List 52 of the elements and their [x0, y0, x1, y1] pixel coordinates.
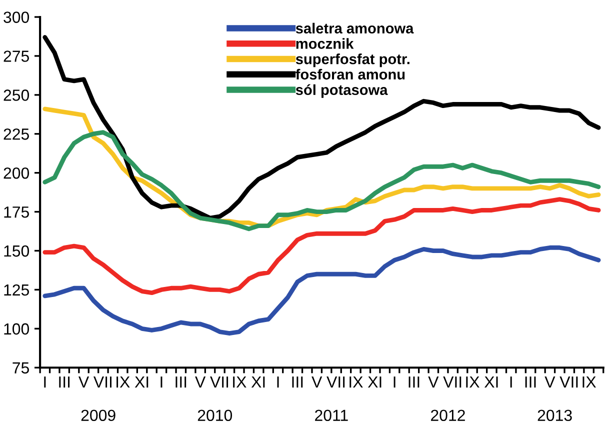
x-tick-label: I [44, 376, 46, 388]
y-tick-label: 175 [4, 206, 29, 218]
x-tick-label: IX [116, 376, 130, 388]
x-tick-label: VII [560, 376, 578, 388]
text: 2011 [315, 410, 348, 422]
x-tick-label: IX [350, 376, 363, 388]
x-tick-label: III [176, 376, 186, 388]
y-tick-label: 150 [4, 245, 30, 257]
legend-label: superfosfat potr. [296, 54, 410, 68]
x-tick-label: V [78, 376, 90, 388]
x-tick-label: V [312, 376, 322, 388]
legend-label: fosforan amonu [296, 68, 405, 80]
x-tick-label: III [525, 376, 536, 388]
x-tick-label: XI [134, 376, 148, 388]
x-tick-label: V [195, 376, 206, 388]
x-tick-label: XI [251, 376, 265, 388]
x-tick-label: III [59, 376, 70, 388]
legend-label: mocznik [296, 38, 354, 49]
x-tick-label: I [277, 376, 279, 388]
x-tick-label: VII [326, 376, 345, 388]
y-tick-label: 275 [4, 50, 29, 62]
y-tick-label: 250 [4, 90, 30, 101]
x-tick-label: V [544, 376, 556, 388]
y-tick-label: 75 [12, 362, 29, 374]
text: 2013 [538, 410, 572, 422]
x-tick-label: XI [484, 376, 498, 388]
x-tick-label: IX [466, 376, 480, 388]
x-tick-label: VII [443, 376, 462, 388]
y-tick-label: 100 [4, 323, 30, 335]
x-tick-label: IX [233, 376, 246, 388]
text: 2012 [431, 410, 465, 422]
y-tick-label: 125 [4, 284, 29, 296]
x-tick-label: I [160, 376, 162, 388]
y-tick-label: 300 [4, 12, 30, 23]
x-tick-label: IX [582, 376, 596, 388]
line-series [42, 245, 601, 336]
legend-label: saletra amonowa [296, 22, 414, 34]
x-tick-label: III [292, 376, 303, 388]
x-tick-label: VII [210, 376, 228, 388]
line-series [42, 197, 601, 296]
text: 2009 [81, 410, 116, 422]
x-tick-label: I [394, 376, 396, 388]
y-tick-label: 200 [4, 167, 30, 179]
x-tick-label: I [510, 376, 512, 388]
x-tick-label: XI [368, 376, 382, 388]
line-series [42, 130, 601, 232]
y-tick-label: 225 [4, 128, 29, 140]
x-tick-label: III [408, 376, 420, 388]
text: 2010 [198, 410, 232, 422]
x-tick-label: V [428, 376, 439, 388]
x-tick-label: VII [93, 376, 112, 388]
legend-label: sól potasowa [296, 84, 388, 98]
